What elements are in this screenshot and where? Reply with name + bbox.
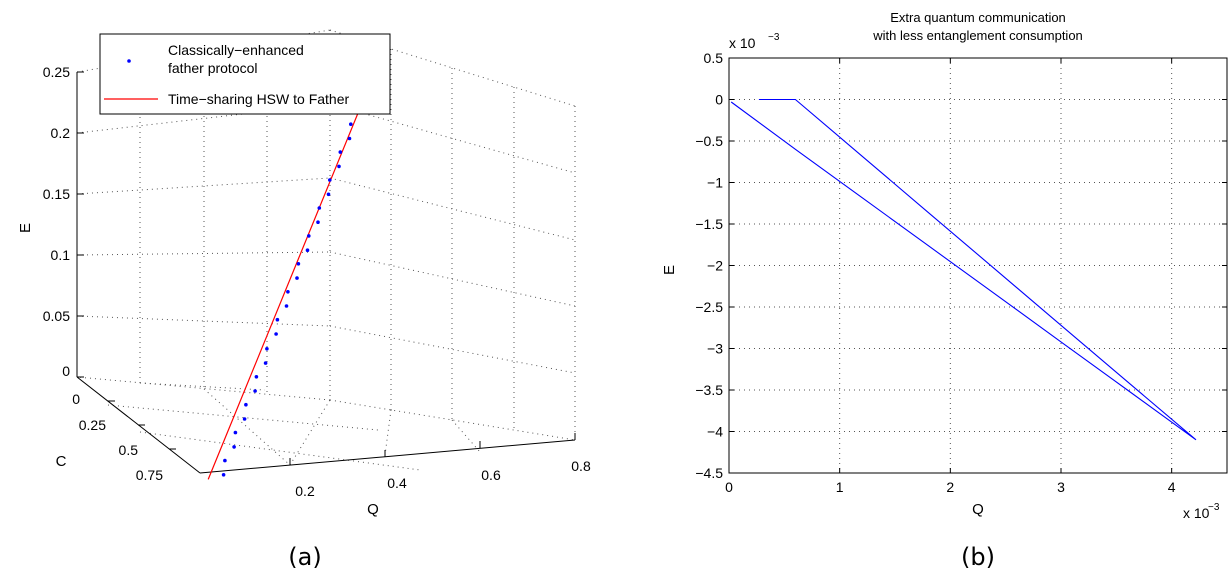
legend-entry-label: Time−sharing HSW to Father	[168, 91, 349, 107]
panel-b-caption: (b)	[961, 543, 995, 571]
panel-a-axes	[76, 71, 576, 474]
panel-b-title: with less entanglement consumption	[872, 28, 1083, 43]
panel-a-y-tick-labels: 0 0.25 0.5 0.75	[72, 391, 163, 483]
z-tick-label: 0.05	[43, 308, 70, 324]
y-tick-label: −2.5	[695, 299, 723, 315]
y-tick-label: −1.5	[695, 216, 723, 232]
panel-b-plot-area	[728, 57, 1228, 474]
x-tick-label: 0.4	[387, 475, 407, 491]
data-point-classically-enhanced	[274, 332, 278, 336]
y-tick-label: −3	[707, 341, 723, 357]
x-tick-label: 4	[1168, 479, 1176, 495]
z-tick-label: 0.15	[43, 186, 70, 202]
panel-b-title: Extra quantum communication	[890, 10, 1066, 25]
y-tick-label: 0	[715, 92, 723, 108]
y-tick-label: 0.75	[136, 467, 163, 483]
data-point-classically-enhanced	[233, 430, 238, 435]
y-tick-label: −3.5	[695, 382, 723, 398]
data-point-classically-enhanced	[232, 445, 236, 449]
y-tick-label: 0.5	[119, 442, 139, 458]
x-tick-label: 3	[1057, 479, 1065, 495]
panel-a-y-axis-label: C	[56, 453, 67, 470]
data-point-classically-enhanced	[242, 417, 247, 421]
data-point-classically-enhanced	[284, 304, 289, 308]
data-point-classically-enhanced	[263, 361, 268, 365]
data-point-classically-enhanced	[253, 389, 257, 393]
data-point-classically-enhanced	[316, 220, 320, 224]
legend-box	[99, 33, 391, 115]
y-tick-label: 0.5	[704, 50, 724, 66]
y-tick-label: −4.5	[695, 465, 723, 481]
panel-a-z-tick-labels: 0.25 0.2 0.15 0.1 0.05 0	[43, 64, 70, 379]
panel-b-ticks: 0 1 2 3 4 0.5 0 −0.5 −1 −1.5 −2 −2.5 −3 −3.5 −4 −4.5	[695, 50, 1227, 495]
data-point-classically-enhanced	[286, 290, 290, 294]
panel-b-y-exponent: x 10 −3	[729, 32, 780, 51]
x-exponent-power: −3	[1208, 502, 1220, 513]
panel-b-y-axis-label: E	[661, 265, 678, 275]
data-point-classically-enhanced	[275, 317, 280, 322]
panel-b-x-axis-label: Q	[972, 501, 984, 518]
data-point-classically-enhanced	[347, 136, 352, 141]
z-tick-label: 0.25	[43, 64, 70, 80]
panel-b-x-exponent: x 10 −3	[1183, 502, 1220, 521]
panel-a-caption: (a)	[288, 543, 321, 571]
data-point-classically-enhanced	[307, 234, 311, 238]
data-point-classically-enhanced	[296, 262, 301, 266]
legend-entry-label: Classically−enhanced	[168, 42, 304, 58]
panel-a-x-axis-label: Q	[367, 501, 379, 518]
y-exponent-base: x 10	[729, 35, 756, 51]
panel-a-legend: Classically−enhanced father protocol Tim…	[99, 33, 391, 115]
panel-a: 0.25 0.2 0.15 0.1 0.05 0 0 0.25 0.5 0.75…	[17, 29, 591, 571]
x-tick-label: 1	[836, 479, 844, 495]
data-point-classically-enhanced	[295, 276, 299, 280]
data-point-classically-enhanced	[305, 248, 310, 252]
panel-b-grid	[729, 58, 1227, 473]
x-tick-label: 0.6	[481, 467, 501, 483]
x-exponent-base: x 10	[1183, 505, 1210, 521]
x-tick-label: 2	[946, 479, 954, 495]
data-point-classically-enhanced	[265, 347, 269, 351]
data-point-classically-enhanced	[317, 206, 322, 210]
data-point-classically-enhanced	[328, 178, 332, 182]
y-exponent-power: −3	[768, 32, 780, 43]
data-point-classically-enhanced	[244, 402, 248, 407]
z-tick-label: 0	[62, 363, 70, 379]
y-tick-label: 0.25	[79, 417, 106, 433]
data-point-classically-enhanced	[338, 150, 343, 154]
y-tick-label: −1	[707, 175, 723, 191]
y-tick-label: 0	[72, 391, 80, 407]
data-point-classically-enhanced	[254, 375, 259, 379]
data-point-classically-enhanced	[349, 122, 353, 126]
data-point-classically-enhanced	[221, 473, 226, 477]
legend-entry-label: father protocol	[168, 60, 258, 76]
data-point-classically-enhanced	[326, 192, 331, 197]
legend-marker	[127, 59, 131, 63]
y-tick-label: −0.5	[695, 133, 723, 149]
x-tick-label: 0.8	[571, 458, 591, 474]
z-tick-label: 0.1	[51, 247, 71, 263]
data-point-classically-enhanced	[337, 164, 341, 169]
panel-b-data	[730, 98, 1197, 441]
z-tick-label: 0.2	[51, 125, 71, 141]
x-tick-label: 0	[725, 479, 733, 495]
panel-a-x-tick-labels: 0.2 0.4 0.6 0.8	[295, 458, 591, 499]
series-line-extra-quantum	[730, 98, 1197, 441]
y-tick-label: −4	[707, 424, 723, 440]
panel-b: Extra quantum communication with less en…	[661, 10, 1228, 571]
y-tick-label: −2	[707, 258, 723, 274]
panel-a-z-axis-label: E	[17, 223, 34, 233]
x-tick-label: 0.2	[295, 483, 315, 499]
data-point-classically-enhanced	[223, 458, 227, 463]
